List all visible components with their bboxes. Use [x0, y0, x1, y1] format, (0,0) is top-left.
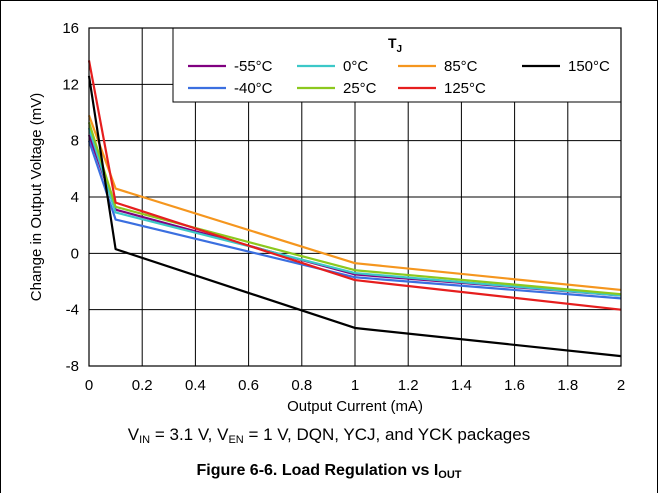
x-tick-label-8: 1.6: [504, 377, 525, 394]
v-en-value: = 1 V, DQN, YCJ, and YCK packages: [243, 425, 531, 444]
x-tick-label-2: 0.4: [185, 377, 206, 394]
y-tick-label-2: 0: [71, 245, 79, 262]
x-tick-label-4: 0.8: [291, 377, 312, 394]
chart-axes: 0 0.2 0.4 0.6 0.8 1 1.2 1.4 1.6 1.8 2 -8 -4 0 4 8 12 16: [62, 20, 625, 394]
figure-caption: Figure 6-6. Load Regulation vs IOUT: [0, 462, 658, 481]
x-axis-label: Output Current (mA): [287, 398, 423, 415]
series-line-6: [87, 75, 622, 358]
y-tick-label-1: -4: [66, 302, 79, 319]
y-tick-label-0: -8: [66, 358, 79, 375]
legend-label-5: 125°C: [444, 80, 486, 97]
legend-label-2: 0°C: [343, 58, 368, 75]
legend-title-subscript: J: [397, 44, 403, 55]
legend-label-6: 150°C: [568, 58, 610, 75]
series-line-4: [87, 114, 622, 292]
y-tick-label-4: 8: [71, 133, 79, 150]
legend-label-1: -40°C: [234, 80, 273, 97]
x-tick-label-10: 2: [617, 377, 625, 394]
y-tick-label-3: 4: [71, 189, 79, 206]
frame-left-border: [0, 0, 1, 493]
series-line-1: [87, 140, 622, 300]
x-tick-label-5: 1: [351, 377, 359, 394]
x-tick-label-6: 1.2: [398, 377, 419, 394]
x-tick-label-1: 0.2: [132, 377, 153, 394]
x-tick-label-0: 0: [85, 377, 93, 394]
legend-label-3: 25°C: [343, 80, 377, 97]
v-en-symbol: V: [217, 425, 229, 444]
y-tick-label-6: 16: [62, 20, 79, 37]
v-in-subscript: IN: [139, 434, 151, 446]
x-tick-label-3: 0.6: [238, 377, 259, 394]
frame-top-border: [0, 0, 658, 1]
caption-text: Figure 6-6. Load Regulation vs I: [196, 462, 439, 479]
legend-label-4: 85°C: [444, 58, 478, 75]
chart-series-lines: [87, 60, 622, 358]
y-axis-label: Change in Output Voltage (mV): [28, 93, 45, 301]
series-line-2: [87, 127, 622, 297]
test-conditions: VIN = 3.1 V, VEN = 1 V, DQN, YCJ, and YC…: [0, 425, 658, 446]
plot-border: [88, 27, 622, 367]
v-in-value: = 3.1 V,: [150, 425, 218, 444]
v-in-symbol: V: [127, 425, 140, 444]
x-tick-label-7: 1.4: [451, 377, 472, 394]
y-tick-label-5: 12: [62, 76, 79, 93]
v-en-subscript: EN: [228, 434, 244, 446]
legend-label-0: -55°C: [234, 58, 273, 75]
caption-subscript: OUT: [438, 469, 462, 481]
series-line-5: [87, 60, 622, 311]
x-tick-label-9: 1.8: [557, 377, 578, 394]
